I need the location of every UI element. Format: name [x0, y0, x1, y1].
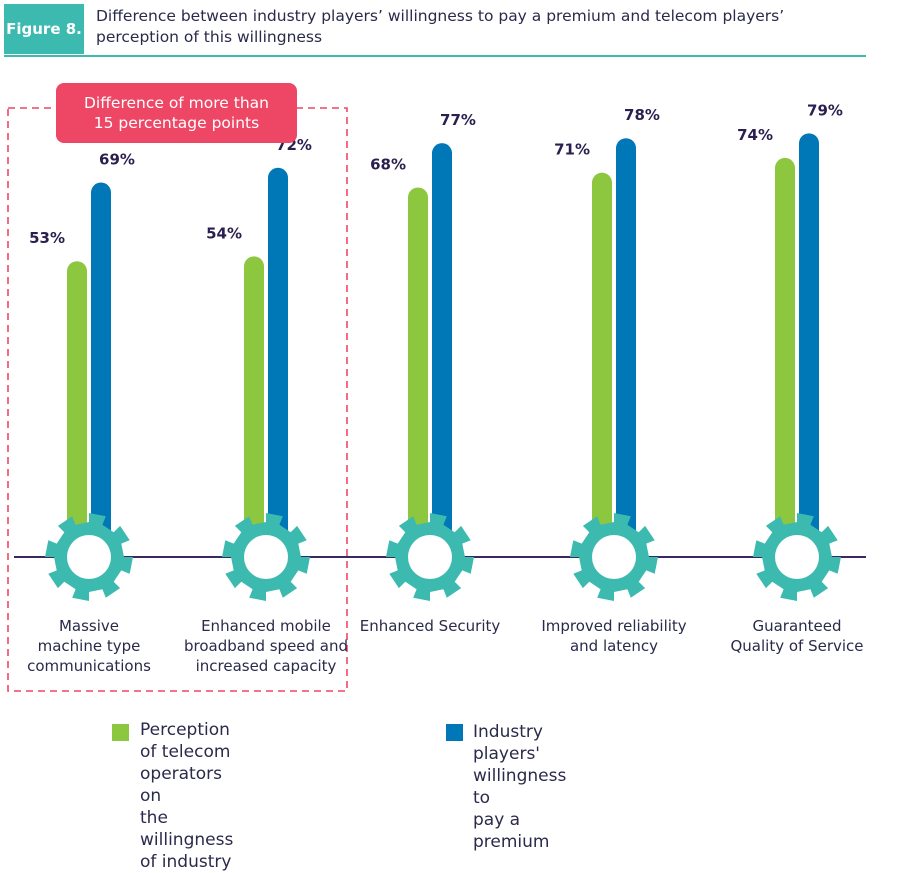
category-label-line: machine type: [37, 637, 141, 655]
bar-perception: [592, 172, 612, 552]
gear-hole: [244, 535, 288, 579]
bar-perception: [244, 256, 264, 552]
legend-swatch-willingness: [446, 724, 463, 741]
figure-header: Figure 8. Difference between industry pl…: [0, 0, 866, 58]
gear-hole: [592, 535, 636, 579]
legend-label-line: pay a premium: [473, 810, 550, 852]
gear-hole: [775, 535, 819, 579]
category-label-line: Enhanced Security: [359, 617, 501, 635]
bar-willingness: [432, 143, 452, 552]
category-label-line: Quality of Service: [730, 637, 864, 655]
highlight-box: [7, 107, 348, 692]
legend-label-line: Perception of telecom operators on: [140, 720, 231, 806]
value-label: 74%: [737, 126, 773, 144]
bar-perception: [67, 261, 87, 552]
category-label: Enhanced mobile broadband speed and increa…: [176, 616, 356, 676]
figure-title: Difference between industry players’ wil…: [96, 7, 785, 46]
bar-perception: [775, 157, 795, 553]
category-label-line: broadband speed and: [183, 637, 349, 655]
bar-willingness: [616, 138, 636, 553]
value-label: 79%: [807, 101, 843, 119]
value-label: 53%: [29, 229, 65, 247]
category-label-line: Enhanced mobile: [201, 617, 331, 635]
difference-callout: Difference of more than 15 percentage po…: [56, 83, 297, 143]
category-label-line: and latency: [569, 637, 659, 655]
category-label: Massive machine type communications: [0, 616, 179, 676]
category-label: Guaranteed Quality of Service: [707, 616, 887, 656]
category-label-line: Massive: [58, 617, 120, 635]
value-label: 78%: [624, 106, 660, 124]
value-label: 77%: [440, 111, 476, 129]
chart: 53%69%54%72%68%77%71%78%74%79%: [7, 101, 866, 692]
category-label: Improved reliability and latency: [524, 616, 704, 656]
legend-label-perception: Perception of telecom operators on the wi…: [140, 719, 233, 873]
bar-willingness: [91, 182, 111, 552]
category-label-line: communications: [27, 657, 151, 675]
value-label: 68%: [370, 155, 406, 173]
bar-willingness: [799, 133, 819, 552]
bar-willingness: [268, 167, 288, 552]
difference-callout-text: Difference of more than 15 percentage po…: [83, 94, 269, 132]
category-label-line: increased capacity: [195, 657, 337, 675]
gear-hole: [408, 535, 452, 579]
legend-label-willingness: Industry players' willingness to pay a pr…: [473, 721, 566, 853]
value-label: 71%: [554, 141, 590, 159]
value-label: 54%: [206, 224, 242, 242]
legend-label-line: the willingness of industry: [140, 808, 234, 872]
category-label: Enhanced Security: [340, 616, 520, 636]
gear-hole: [67, 535, 111, 579]
figure-badge: Figure 8.: [4, 4, 84, 54]
header-rule: [4, 55, 866, 57]
legend-swatch-perception: [112, 724, 129, 741]
value-label: 69%: [99, 151, 135, 169]
category-label-line: Improved reliability: [541, 617, 687, 635]
category-label-line: Guaranteed: [752, 617, 842, 635]
legend-label-line: Industry players' willingness to: [473, 722, 567, 808]
bar-perception: [408, 187, 428, 552]
